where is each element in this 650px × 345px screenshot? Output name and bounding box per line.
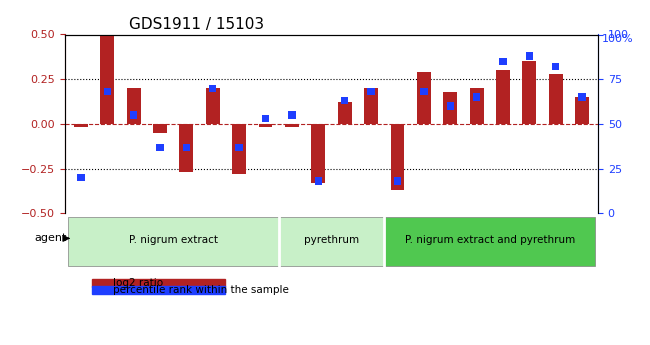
Bar [209, 85, 216, 92]
Bar [447, 102, 454, 110]
FancyBboxPatch shape [68, 217, 279, 266]
Bar [130, 111, 137, 119]
Bar [364, 88, 378, 124]
Bar [526, 52, 533, 60]
Bar [552, 63, 560, 70]
Bar [443, 92, 457, 124]
Bar [575, 97, 589, 124]
Bar [523, 61, 536, 124]
Bar [391, 124, 404, 190]
Text: agent: agent [34, 233, 66, 243]
Text: GDS1911 / 15103: GDS1911 / 15103 [129, 17, 264, 32]
Bar [315, 177, 322, 185]
Bar [311, 124, 325, 183]
Bar [578, 93, 586, 101]
Bar [420, 88, 428, 95]
Bar [92, 279, 225, 287]
Bar [341, 97, 348, 104]
Bar [288, 111, 296, 119]
Bar [394, 177, 401, 185]
Bar [74, 124, 88, 127]
Bar [549, 74, 563, 124]
Bar [262, 115, 269, 122]
Bar [470, 88, 484, 124]
Bar [156, 144, 164, 151]
Bar [179, 124, 193, 172]
Text: P. nigrum extract: P. nigrum extract [129, 235, 218, 245]
Text: P. nigrum extract and pyrethrum: P. nigrum extract and pyrethrum [405, 235, 575, 245]
Bar [103, 88, 111, 95]
Bar [417, 72, 431, 124]
Bar [127, 88, 140, 124]
Bar [496, 70, 510, 124]
Bar [183, 144, 190, 151]
Bar [473, 93, 480, 101]
Bar [259, 124, 272, 127]
Bar [77, 174, 84, 181]
Bar [232, 124, 246, 174]
Bar [92, 286, 225, 294]
Bar [285, 124, 299, 127]
FancyBboxPatch shape [279, 217, 384, 266]
Bar [499, 58, 507, 65]
Bar [338, 102, 352, 124]
Bar [235, 144, 243, 151]
Text: log2 ratio: log2 ratio [113, 278, 163, 288]
Text: 100%: 100% [602, 34, 634, 45]
Text: percentile rank within the sample: percentile rank within the sample [113, 285, 289, 295]
FancyBboxPatch shape [384, 217, 595, 266]
Bar [367, 88, 375, 95]
Text: pyrethrum: pyrethrum [304, 235, 359, 245]
Bar [100, 34, 114, 124]
Bar [206, 88, 220, 124]
Bar [153, 124, 167, 133]
